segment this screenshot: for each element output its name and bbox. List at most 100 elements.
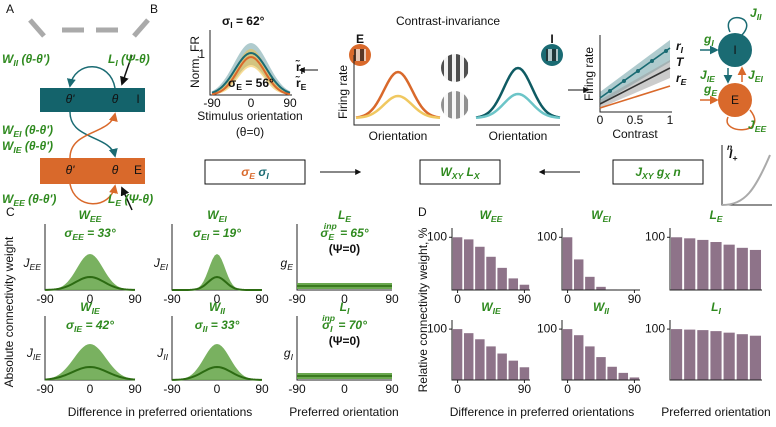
weight-label: JIE <box>700 68 715 84</box>
text-part: E <box>328 232 334 242</box>
weight-curve <box>172 275 262 291</box>
axis-label: Firing rate <box>582 47 596 101</box>
amplitude-label: JIE <box>26 346 41 362</box>
text-part: II <box>163 352 168 362</box>
text-part: IE <box>92 306 100 316</box>
bar <box>684 329 696 380</box>
bar <box>684 238 696 290</box>
tick-label: 90 <box>255 382 269 396</box>
text-part: E <box>249 171 255 181</box>
text-part: I <box>230 20 232 30</box>
text-part: σ <box>255 165 267 179</box>
tick-label: 0 <box>87 292 94 306</box>
axis-label: Difference in preferred orientations <box>68 405 253 419</box>
text-part: X <box>473 171 481 181</box>
text-part: EI <box>160 262 169 272</box>
width-label: σI = 62° <box>222 14 265 30</box>
text-part: EI <box>755 74 764 84</box>
weight-curve <box>171 365 263 381</box>
text-part: = 62° <box>233 14 265 28</box>
axis <box>451 320 530 381</box>
text-part: EE <box>491 214 503 224</box>
text-part: σ <box>322 318 331 332</box>
text-part: W <box>2 52 15 66</box>
bar-label: θ' <box>66 163 76 177</box>
legend-entry: T <box>676 55 685 69</box>
plot-title: WIE <box>80 300 100 316</box>
axis <box>669 228 762 291</box>
width-label: σEI = 19° <box>193 226 241 242</box>
text-part: W <box>79 208 92 222</box>
axis-label: Orientation <box>489 129 548 143</box>
bar-label: θ <box>112 163 119 177</box>
tick-label: 0 <box>214 292 221 306</box>
weight-label: gI <box>703 32 714 48</box>
panel-b-art <box>204 17 772 206</box>
x-tick-label: 0 <box>454 292 461 306</box>
response-curve <box>475 66 561 119</box>
tick-label: 90 <box>283 96 297 110</box>
axis-note: (θ=0) <box>236 125 264 139</box>
weight-label: gE <box>703 82 717 98</box>
weight-label: JEI <box>748 68 763 84</box>
text-part: II <box>757 12 762 22</box>
weight-label: JEE <box>748 118 766 134</box>
panel-a-art <box>28 18 150 211</box>
parameter-box: σE σI <box>241 165 269 181</box>
bar <box>710 331 722 380</box>
amplitude-label: gE <box>281 256 294 272</box>
response-curve <box>475 92 561 119</box>
text-part: II <box>604 306 609 316</box>
text-part: r <box>676 39 682 53</box>
text-part: IE <box>13 145 21 155</box>
bar <box>452 237 463 290</box>
tuning-band <box>212 49 290 95</box>
bar <box>452 329 463 380</box>
axis-label: Contrast <box>612 127 658 141</box>
plot-title: WEE <box>79 208 102 224</box>
bar <box>607 366 617 380</box>
tick-label: -90 <box>203 96 221 110</box>
y-tick-label: 100 <box>645 229 665 243</box>
text-part: J <box>748 118 755 132</box>
bar <box>749 249 762 290</box>
chart-title: LI <box>711 300 721 316</box>
panel-title: Contrast-invariance <box>396 14 500 28</box>
text-part: EI <box>603 214 612 224</box>
bar <box>585 276 595 290</box>
axis <box>561 320 640 381</box>
x-tick-label: 0 <box>454 382 461 396</box>
plot-title: LI <box>340 300 350 316</box>
text-part: EE <box>72 232 84 242</box>
bar-label: I <box>136 92 139 106</box>
amplitude-label: JEI <box>153 256 169 272</box>
tick-label: -90 <box>288 292 306 306</box>
plot-note: (Ψ=0) <box>329 334 360 348</box>
tick-label: 0 <box>341 382 348 396</box>
text-part: n <box>727 142 732 152</box>
text-part: J <box>748 68 755 82</box>
bar <box>519 284 530 290</box>
text-part: I <box>301 66 303 76</box>
chart-title: LE <box>709 208 722 224</box>
text-part: J <box>635 165 642 179</box>
text-part: σ <box>241 165 250 179</box>
axis-label: Stimulus orientation <box>197 109 302 123</box>
panel-label: B <box>150 2 158 16</box>
bar <box>573 335 584 380</box>
chart-title: WII <box>593 300 610 316</box>
y-tick-label: 100 <box>645 321 665 335</box>
text-part: r̃ <box>295 59 301 74</box>
text-part: IE <box>493 306 501 316</box>
y-tick-label: 100 <box>537 321 557 335</box>
text-part: L <box>709 208 716 222</box>
amplitude-label: JEE <box>22 256 41 272</box>
text-part: σ <box>193 226 202 240</box>
width-label: σEE = 33° <box>64 226 116 242</box>
tick-label: 90 <box>128 292 142 306</box>
tick-label: -90 <box>288 382 306 396</box>
response-curve <box>355 70 441 119</box>
text-part: E <box>287 262 293 272</box>
text-part: W <box>209 300 222 314</box>
